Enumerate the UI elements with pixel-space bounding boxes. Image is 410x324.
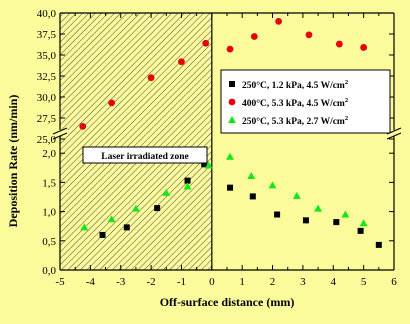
y-tick-label-upper: 35,0 [37, 50, 57, 62]
x-tick-label: -1 [177, 276, 186, 288]
x-tick-label: -3 [116, 276, 126, 288]
annotation-label: Laser irradiated zone [101, 152, 188, 162]
y-tick-label-upper: 37,5 [37, 29, 57, 41]
data-point-circle [275, 18, 283, 25]
data-point-triangle [183, 182, 192, 190]
data-point-square [302, 217, 309, 224]
data-point-circle [147, 74, 155, 82]
data-point-square [357, 227, 364, 234]
y-tick-label-upper: 25,0 [37, 134, 57, 146]
data-point-circle [305, 31, 313, 39]
y-tick-label-lower: 0,5 [42, 236, 56, 248]
y-axis-label: Deposition Rate (nm/min) [6, 95, 20, 228]
legend-box [220, 69, 391, 134]
y-tick-label-lower: 0,0 [42, 265, 56, 277]
data-point-square [99, 231, 106, 238]
y-tick-label-lower: 2,0 [42, 148, 56, 160]
data-point-circle [79, 123, 87, 130]
data-point-circle [360, 44, 368, 51]
x-tick-label: -5 [55, 276, 65, 288]
x-tick-label: -4 [86, 276, 96, 288]
y-tick-label-upper: 32,5 [37, 71, 57, 83]
data-point-square [333, 219, 340, 226]
data-point-triangle [292, 191, 301, 199]
y-tick-label-upper: 30,0 [37, 92, 57, 104]
data-point-circle [335, 40, 343, 48]
data-point-circle [108, 99, 116, 107]
data-point-circle [226, 45, 234, 53]
x-tick-label: 1 [239, 276, 245, 288]
y-tick-label-lower: 1,0 [42, 207, 56, 219]
data-point-square [201, 161, 208, 168]
data-point-circle [250, 33, 258, 40]
data-point-triangle [80, 223, 89, 231]
axis-break-left [52, 127, 68, 140]
x-tick-label: 2 [270, 276, 276, 288]
x-tick-label: 3 [300, 276, 306, 288]
x-axis-label: Off-surface distance (mm) [160, 295, 295, 309]
data-point-square [184, 177, 191, 184]
data-point-triangle [226, 152, 235, 160]
y-tick-label-upper: 27,5 [37, 113, 57, 125]
legend-marker-triangle [228, 116, 236, 123]
legend-marker-square [229, 81, 235, 87]
legend-marker-circle [228, 98, 236, 106]
data-point-circle [202, 39, 210, 47]
x-tick-label: 0 [209, 276, 215, 288]
x-tick-label: 5 [361, 276, 367, 288]
data-point-triangle [131, 204, 140, 212]
data-point-triangle [268, 181, 277, 189]
shaded-zone-hatch [60, 13, 212, 270]
data-point-triangle [162, 188, 171, 196]
y-tick-label-lower: 1,5 [42, 177, 56, 189]
data-point-triangle [247, 171, 256, 179]
y-tick-label-upper: 40,0 [37, 8, 57, 20]
data-point-triangle [314, 204, 323, 212]
data-point-square [375, 241, 382, 248]
data-point-triangle [107, 215, 116, 223]
data-point-square [123, 224, 130, 231]
data-point-square [249, 193, 256, 200]
legend-entry: 250°C, 1.2 kPa, 4.5 W/cm2 [242, 79, 348, 91]
x-tick-label: 6 [391, 276, 397, 288]
data-point-circle [178, 58, 185, 66]
x-tick-label: 4 [331, 276, 337, 288]
data-point-square [227, 184, 234, 191]
data-point-square [154, 205, 161, 212]
data-point-triangle [341, 210, 350, 218]
laser-zone-annotation: Laser irradiated zone [82, 146, 208, 164]
legend-entry: 400°C, 5.3 kPa, 4.5 W/cm2 [242, 97, 348, 109]
x-tick-label: -2 [147, 276, 156, 288]
data-point-triangle [359, 219, 368, 227]
legend: 250°C, 1.2 kPa, 4.5 W/cm2 400°C, 5.3 kPa,… [220, 69, 391, 134]
data-point-square [274, 211, 281, 218]
legend-entry: 250°C, 5.3 kPa, 2.7 W/cm2 [242, 115, 348, 127]
data-point-triangle [204, 161, 213, 169]
